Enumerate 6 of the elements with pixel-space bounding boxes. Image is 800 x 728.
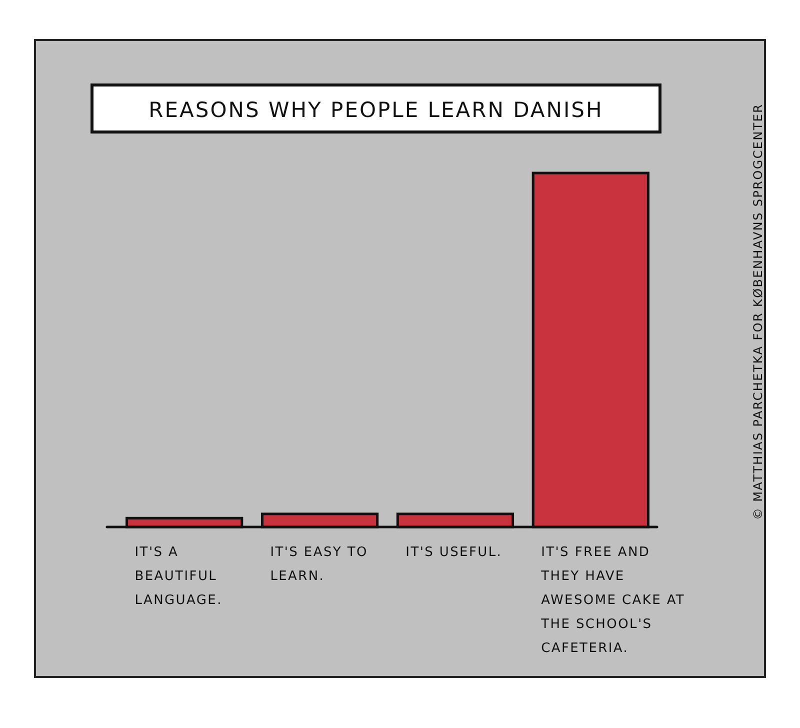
x-tick-label: IT'S USEFUL. xyxy=(406,545,502,560)
x-tick-label: IT'S FREE AND THEY HAVE AWESOME CAKE AT THE SCHOOL'S CAFETERIA. xyxy=(540,545,686,656)
x-tick-label: IT'S A BEAUTIFUL LANGUAGE. xyxy=(134,545,222,608)
text: © MATTHIAS PARCHETKA FOR KØBENHAVNS SPROGCENTER xyxy=(751,103,765,520)
x-tick-label: IT'S EASY TO LEARN. xyxy=(270,545,368,584)
chart-title: REASONS WHY PEOPLE LEARN DANISH xyxy=(148,98,604,122)
